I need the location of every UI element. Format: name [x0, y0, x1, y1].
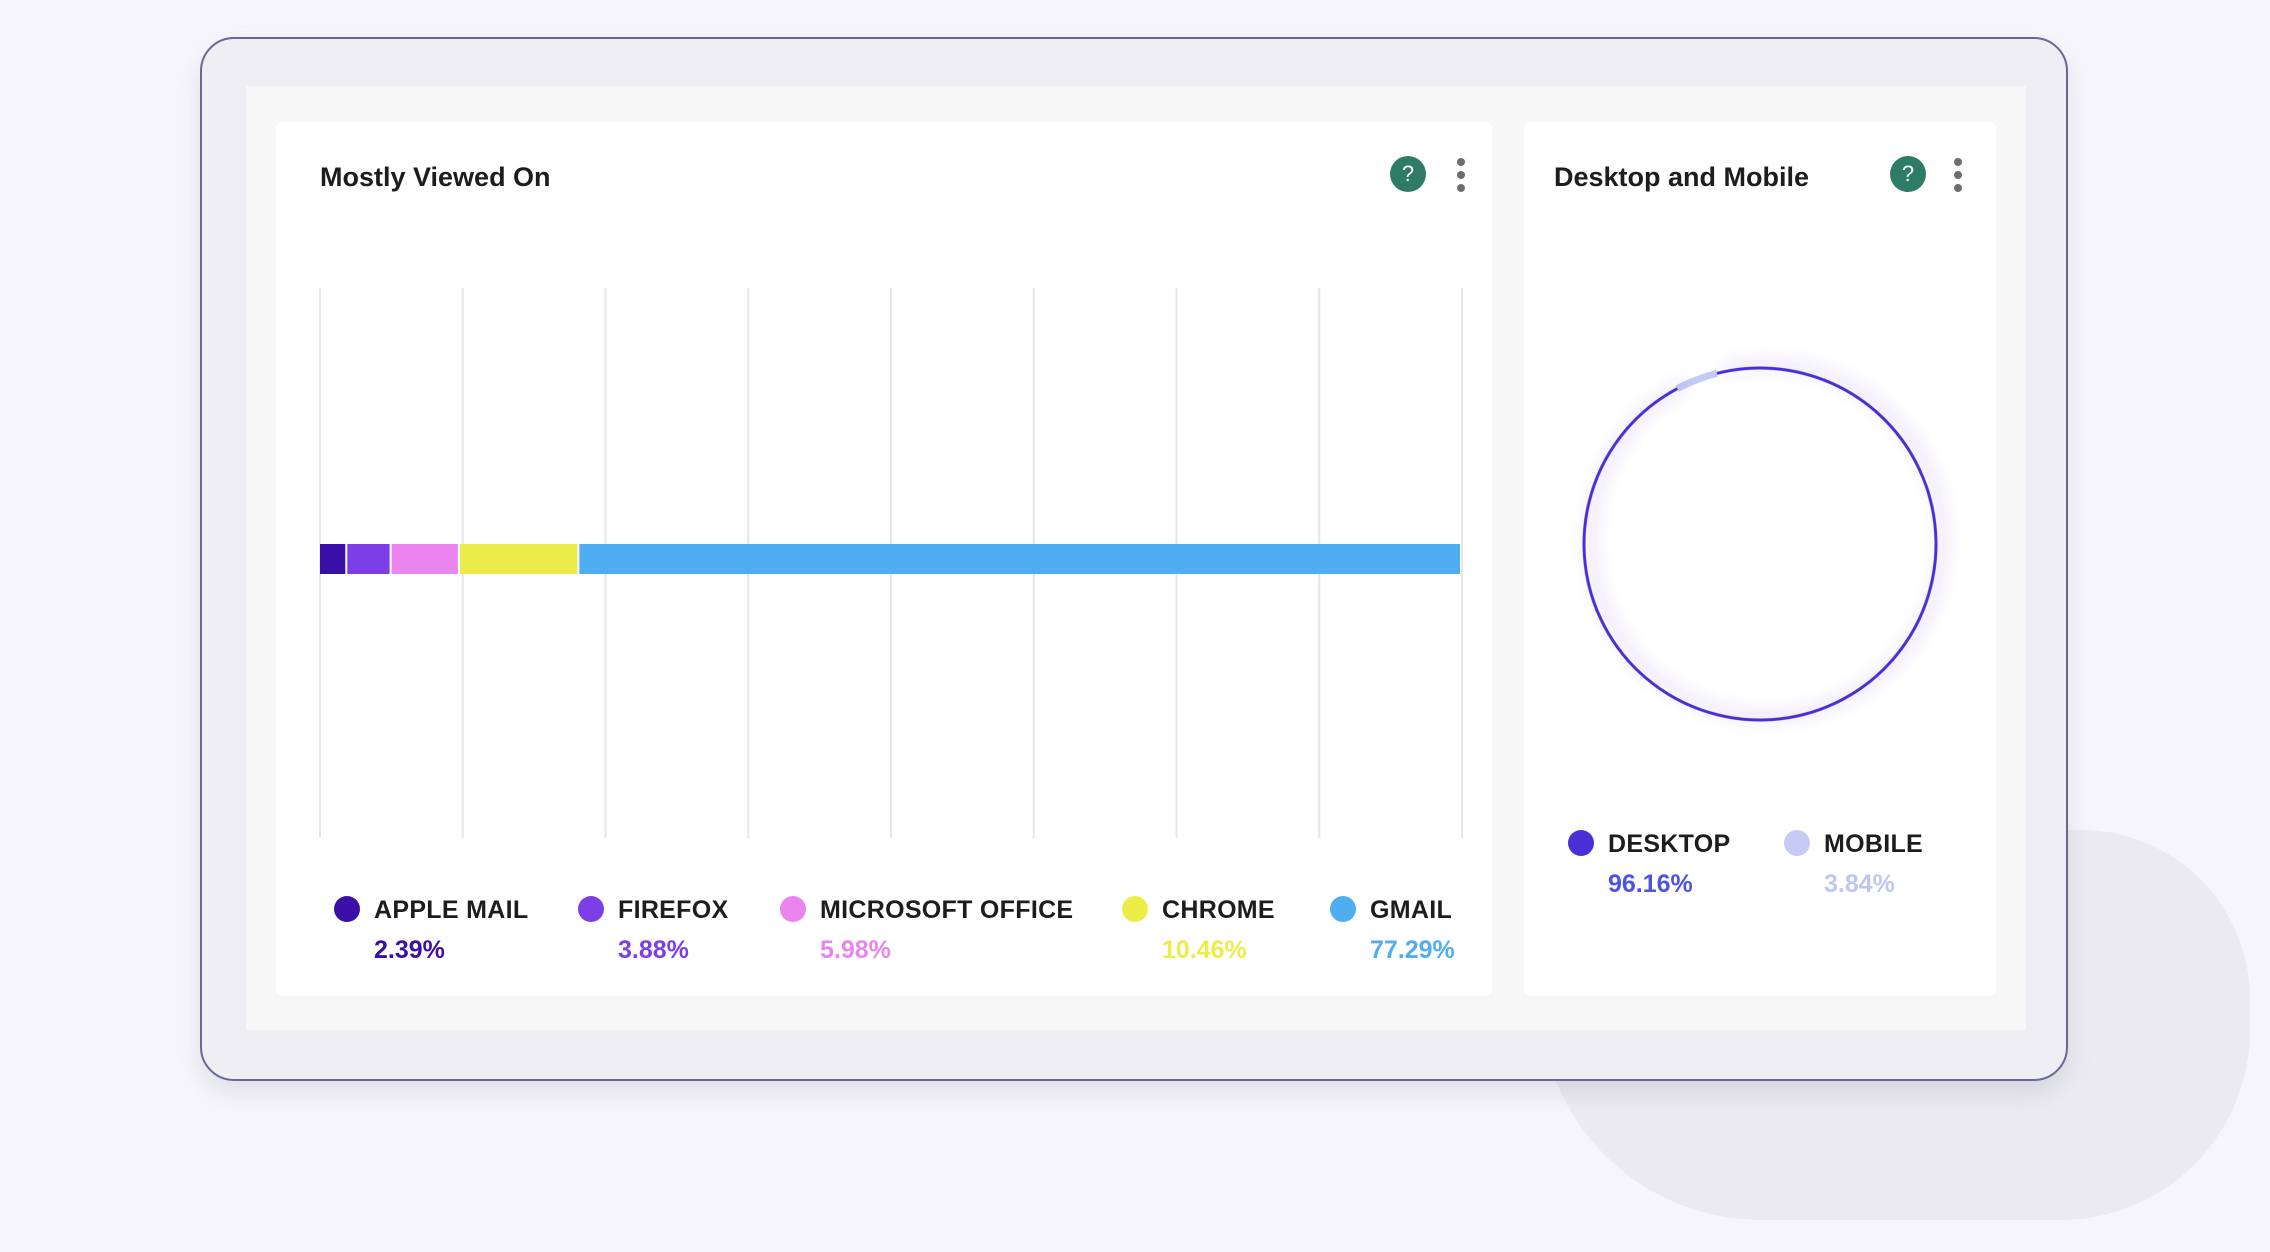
legend-value: 96.16%: [1608, 870, 1693, 898]
legend-label: MICROSOFT OFFICE: [820, 896, 1074, 924]
legend-value: 3.84%: [1824, 870, 1895, 898]
legend-value: 10.46%: [1162, 936, 1247, 964]
bar-segment-gmail: [579, 544, 1460, 574]
legend-swatch: [1122, 896, 1148, 922]
stacked-bar-chart: [319, 288, 1463, 838]
legend-swatch: [334, 896, 360, 922]
ring-segment-mobile: [1580, 364, 1940, 724]
legend-value: 77.29%: [1370, 936, 1455, 964]
bar-segment-apple-mail: [320, 544, 346, 574]
legend-value: 2.39%: [374, 936, 445, 964]
legend-label: DESKTOP: [1608, 830, 1731, 858]
mostly-viewed-on-card: Mostly Viewed On ? APPLE MAIL 2.39% FIRE…: [276, 122, 1492, 996]
legend-swatch: [1784, 830, 1810, 856]
legend-label: CHROME: [1162, 896, 1275, 924]
legend-value: 3.88%: [618, 936, 689, 964]
legend-value: 5.98%: [820, 936, 891, 964]
more-options-icon[interactable]: [1953, 158, 1963, 192]
card-title: Desktop and Mobile: [1554, 162, 1810, 192]
legend-label: APPLE MAIL: [374, 896, 529, 924]
more-options-icon[interactable]: [1456, 158, 1466, 192]
card-title: Mostly Viewed On: [320, 162, 551, 192]
help-icon[interactable]: ?: [1890, 156, 1926, 192]
legend-label: FIREFOX: [618, 896, 729, 924]
legend-swatch: [1568, 830, 1594, 856]
bar-segment-chrome: [459, 544, 578, 574]
ring-chart: [1580, 364, 1940, 724]
legend-swatch: [578, 896, 604, 922]
legend-swatch: [1330, 896, 1356, 922]
ring-segment-desktop: [1582, 366, 1938, 722]
bar-segment-microsoft-office: [391, 544, 458, 574]
legend-swatch: [780, 896, 806, 922]
desktop-mobile-card: Desktop and Mobile ? DESKTOP 96.16% MOBI…: [1524, 122, 1996, 996]
help-icon[interactable]: ?: [1390, 156, 1426, 192]
legend-label: GMAIL: [1370, 896, 1453, 924]
bar-segment-firefox: [347, 544, 390, 574]
legend-label: MOBILE: [1824, 830, 1924, 858]
